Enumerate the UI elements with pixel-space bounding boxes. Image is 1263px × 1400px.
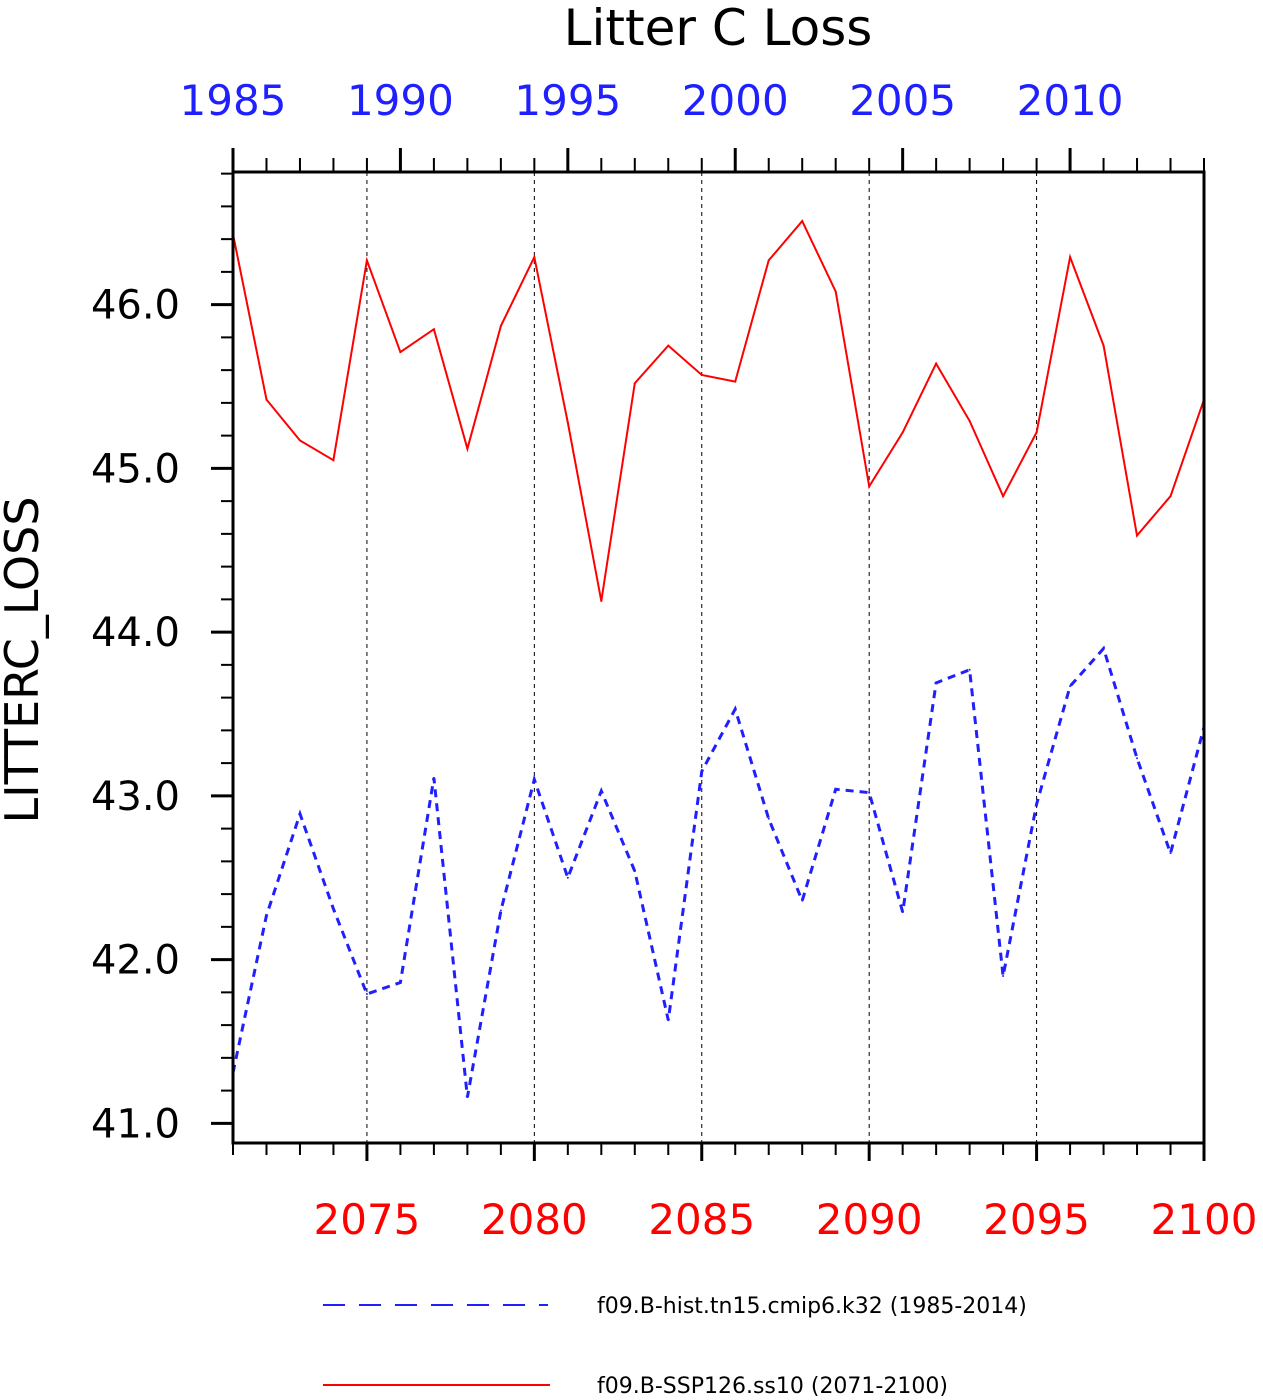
top-axis-tick-label: 2005 [849, 76, 956, 125]
bottom-axis-tick-label: 2095 [983, 1195, 1090, 1244]
data-point-1 [432, 328, 435, 331]
data-point-1 [734, 380, 737, 383]
data-point-0 [968, 668, 971, 671]
data-point-0 [432, 776, 435, 779]
data-point-0 [600, 789, 603, 792]
data-point-0 [1169, 852, 1172, 855]
data-point-0 [265, 914, 268, 917]
bottom-axis-tick-label: 2075 [313, 1195, 420, 1244]
data-point-1 [298, 439, 301, 442]
top-axis-tick-label: 2000 [682, 76, 789, 125]
data-point-1 [399, 351, 402, 354]
data-point-0 [834, 788, 837, 791]
data-point-0 [533, 778, 536, 781]
y-axis-tick-label: 44.0 [91, 610, 180, 656]
data-point-1 [633, 382, 636, 385]
data-point-0 [1035, 803, 1038, 806]
data-point-0 [767, 817, 770, 820]
data-point-0 [1136, 757, 1139, 760]
data-point-1 [265, 398, 268, 401]
data-point-0 [901, 911, 904, 914]
plot-frame [231, 170, 1206, 1145]
data-point-1 [332, 459, 335, 462]
data-point-1 [466, 447, 469, 450]
data-point-1 [968, 419, 971, 422]
data-point-1 [600, 600, 603, 603]
data-point-1 [1069, 256, 1072, 259]
data-point-1 [1102, 344, 1105, 347]
y-axis-tick-label: 43.0 [91, 774, 180, 820]
data-point-0 [633, 870, 636, 873]
data-point-0 [1002, 974, 1005, 977]
data-point-1 [901, 431, 904, 434]
chart-title: Litter C Loss [564, 0, 873, 57]
top-axis-tick-label: 1995 [514, 76, 621, 125]
y-axis-tick-label: 45.0 [91, 446, 180, 492]
series-line-0 [231, 645, 1206, 1098]
data-point-1 [767, 259, 770, 262]
top-axis-tick-label: 1985 [180, 76, 287, 125]
data-point-0 [1102, 647, 1105, 650]
series-line-1 [232, 219, 1205, 602]
data-point-1 [667, 344, 670, 347]
series-layer [231, 219, 1206, 1099]
legend-label-hist: f09.B-hist.tn15.cmip6.k32 (1985-2014) [597, 1294, 1027, 1319]
data-point-0 [499, 909, 502, 912]
data-point-1 [365, 259, 368, 262]
legend-label-ssp126: f09.B-SSP126.ss10 (2071-2100) [597, 1374, 948, 1399]
data-point-0 [667, 1019, 670, 1022]
data-point-0 [466, 1096, 469, 1099]
data-point-0 [332, 907, 335, 910]
tick-layer: 1985 1990 1995 2000 2005 2010 2075 2080 2085 2090… [91, 76, 1258, 1244]
y-axis-label: LITTERC_LOSS [0, 496, 49, 823]
data-point-0 [1069, 685, 1072, 688]
data-point-0 [399, 981, 402, 984]
data-point-0 [801, 899, 804, 902]
data-point-1 [1035, 431, 1038, 434]
data-point-1 [1169, 495, 1172, 498]
data-point-0 [566, 876, 569, 879]
data-point-1 [700, 374, 703, 377]
data-point-0 [700, 770, 703, 773]
data-point-0 [935, 681, 938, 684]
data-point-1 [1002, 495, 1005, 498]
y-axis-tick-label: 42.0 [91, 938, 180, 984]
data-point-0 [868, 791, 871, 794]
data-point-1 [834, 290, 837, 293]
data-point-1 [499, 324, 502, 327]
bottom-axis-tick-label: 2100 [1151, 1195, 1258, 1244]
y-axis-tick-label: 46.0 [91, 283, 180, 329]
bottom-axis-tick-label: 2080 [481, 1195, 588, 1244]
bottom-axis-tick-label: 2090 [816, 1195, 923, 1244]
top-axis-tick-label: 2010 [1017, 76, 1124, 125]
grid-layer [366, 172, 1038, 1143]
y-axis-tick-label: 41.0 [91, 1101, 180, 1147]
data-point-0 [734, 708, 737, 711]
data-point-1 [935, 362, 938, 365]
data-point-0 [298, 812, 301, 815]
data-point-1 [801, 220, 804, 223]
data-point-1 [868, 485, 871, 488]
top-axis-tick-label: 1990 [347, 76, 454, 125]
data-point-0 [365, 992, 368, 995]
legend: f09.B-hist.tn15.cmip6.k32 (1985-2014) f0… [323, 1294, 1027, 1399]
data-point-1 [533, 256, 536, 259]
data-point-1 [1136, 534, 1139, 537]
data-point-1 [566, 421, 569, 424]
bottom-axis-tick-label: 2085 [648, 1195, 755, 1244]
